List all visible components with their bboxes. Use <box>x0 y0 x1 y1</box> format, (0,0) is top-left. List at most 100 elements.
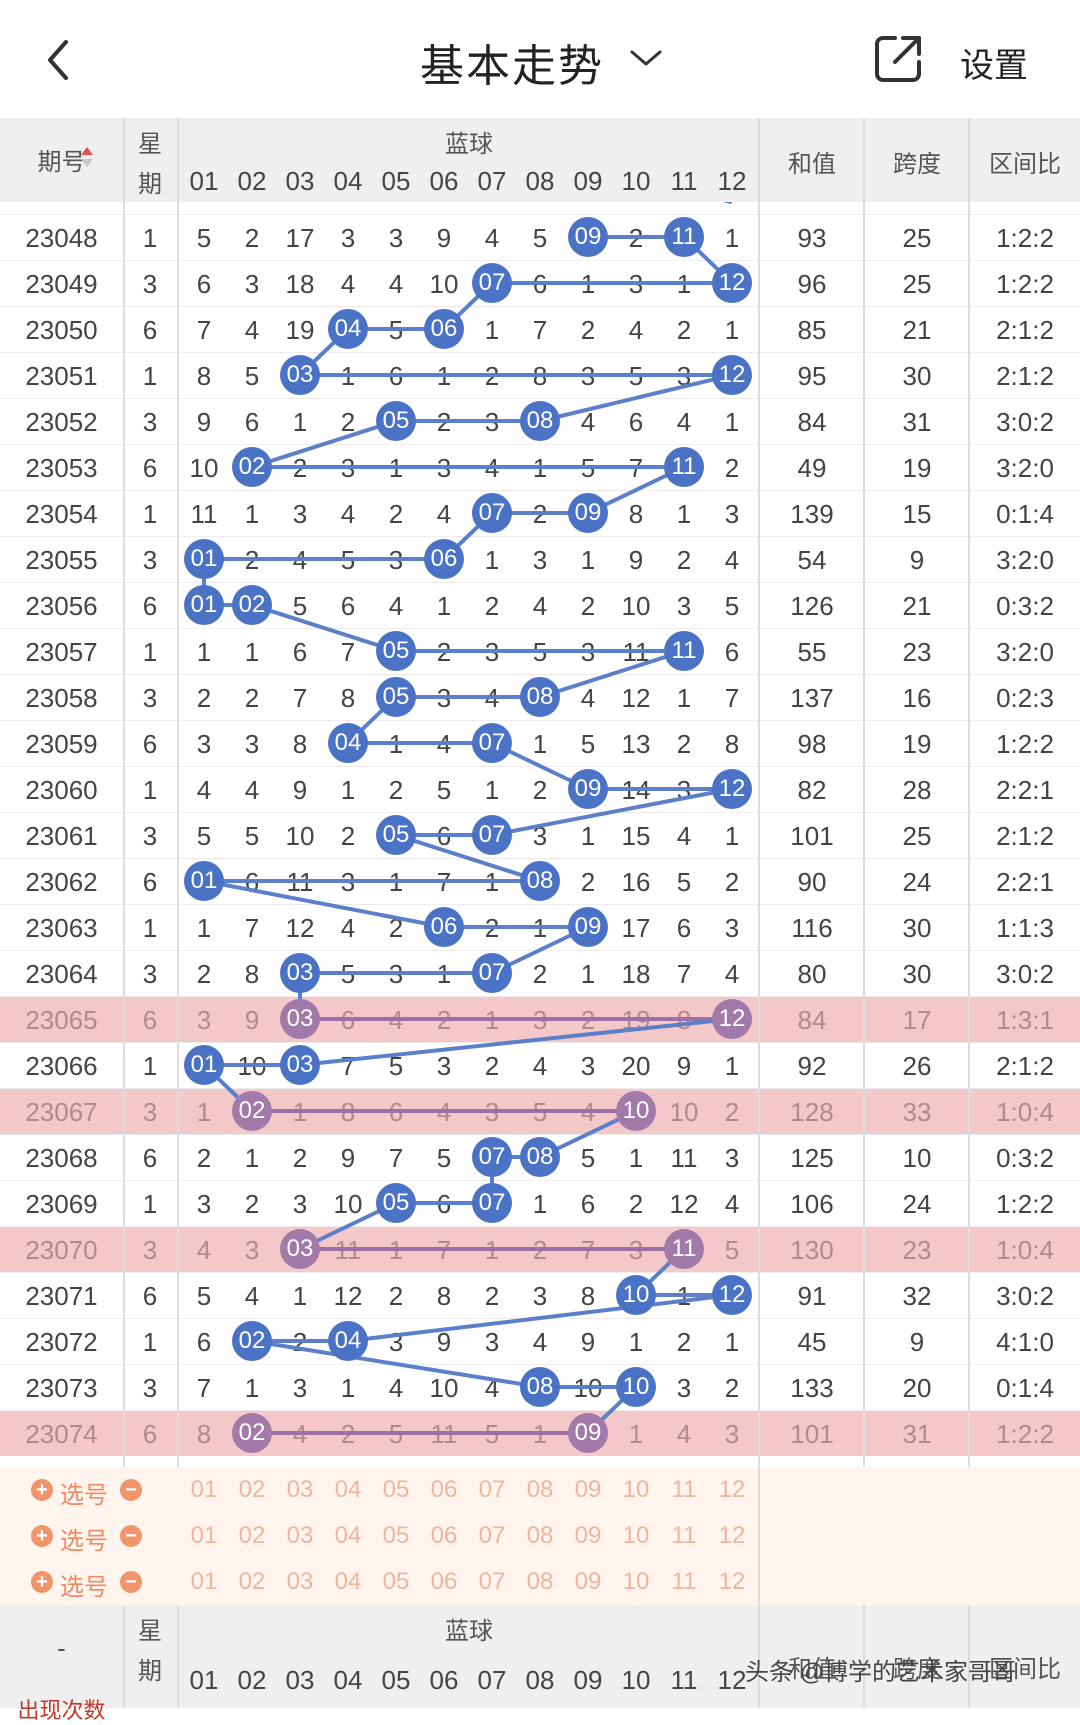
drawn-ball[interactable]: 07 <box>472 953 512 993</box>
drawn-ball[interactable]: 07 <box>472 263 512 303</box>
table-row[interactable]: 23058322783441217137160:2:3 <box>0 674 1080 720</box>
drawn-ball[interactable]: 02 <box>232 447 272 487</box>
pick-number[interactable]: 11 <box>671 1522 697 1549</box>
page-title[interactable]: 基本走势 <box>420 42 604 91</box>
drawn-ball[interactable]: 05 <box>376 1183 416 1223</box>
drawn-ball[interactable]: 02 <box>232 1091 272 1131</box>
drawn-ball[interactable]: 09 <box>568 769 608 809</box>
drawn-ball[interactable]: 01 <box>184 1045 224 1085</box>
drawn-ball[interactable]: 05 <box>376 677 416 717</box>
remove-pick-icon[interactable]: − <box>120 1525 142 1547</box>
drawn-ball[interactable]: 12 <box>712 999 752 1039</box>
back-arrow-icon[interactable] <box>40 36 80 84</box>
add-pick-icon[interactable]: + <box>31 1525 53 1547</box>
pick-number[interactable]: 03 <box>286 1476 314 1503</box>
pick-number[interactable]: 06 <box>430 1568 458 1595</box>
drawn-ball[interactable]: 07 <box>472 493 512 533</box>
pick-label[interactable]: 选号 <box>60 1528 108 1555</box>
table-row[interactable]: 23068 6 2 1 2 9 7 5 5 1 11 3 125 10 0:3:2 <box>0 1134 1080 1180</box>
drawn-ball[interactable]: 08 <box>520 1367 560 1407</box>
pick-number[interactable]: 03 <box>286 1522 314 1549</box>
pick-number[interactable]: 12 <box>718 1476 746 1503</box>
pick-number[interactable]: 10 <box>622 1568 650 1595</box>
drawn-ball[interactable]: 08 <box>520 401 560 441</box>
pick-number[interactable]: 03 <box>286 1568 314 1595</box>
pick-number[interactable]: 02 <box>238 1522 266 1549</box>
pick-label[interactable]: 选号 <box>60 1574 108 1601</box>
drawn-ball[interactable]: 01 <box>184 585 224 625</box>
remove-pick-icon[interactable]: − <box>120 1479 142 1501</box>
drawn-ball[interactable]: 07 <box>472 723 512 763</box>
drawn-ball[interactable]: 03 <box>280 999 320 1039</box>
drawn-ball[interactable]: 04 <box>328 1321 368 1361</box>
table-row[interactable]: 23055324531319245493:2:0 <box>0 536 1080 582</box>
pick-number[interactable]: 04 <box>334 1522 362 1549</box>
drawn-ball[interactable]: 09 <box>568 217 608 257</box>
drawn-ball[interactable]: 02 <box>232 1321 272 1361</box>
drawn-ball[interactable]: 02 <box>232 585 272 625</box>
pick-number[interactable]: 09 <box>574 1476 602 1503</box>
pick-number[interactable]: 05 <box>382 1568 410 1595</box>
drawn-ball[interactable]: 01 <box>184 539 224 579</box>
sort-icon[interactable] <box>80 146 94 168</box>
drawn-ball[interactable]: 08 <box>520 1137 560 1177</box>
drawn-ball[interactable]: 01 <box>184 861 224 901</box>
pick-number[interactable]: 08 <box>526 1522 554 1549</box>
pick-number[interactable]: 04 <box>334 1568 362 1595</box>
table-row[interactable]: 23049363184410613196251:2:2 <box>0 260 1080 306</box>
drawn-ball[interactable]: 06 <box>424 539 464 579</box>
period-header[interactable]: 期号 <box>0 142 123 177</box>
table-row[interactable]: 2305963381415132898191:2:2 <box>0 720 1080 766</box>
pick-number[interactable]: 11 <box>671 1568 697 1595</box>
drawn-ball[interactable]: 10 <box>616 1091 656 1131</box>
table-row[interactable]: 230691323106162124106241:2:2 <box>0 1180 1080 1226</box>
pick-number[interactable]: 10 <box>622 1522 650 1549</box>
pick-number[interactable]: 07 <box>478 1476 506 1503</box>
drawn-ball[interactable]: 05 <box>376 401 416 441</box>
drawn-ball[interactable]: 07 <box>472 1183 512 1223</box>
pick-number[interactable]: 11 <box>671 1476 697 1503</box>
table-row[interactable]: 23056 6 5 6 4 1 2 4 2 10 3 5 126 21 0:3:2 <box>0 582 1080 628</box>
share-icon[interactable] <box>873 32 925 84</box>
drawn-ball[interactable]: 02 <box>232 1413 272 1453</box>
add-pick-icon[interactable]: + <box>31 1479 53 1501</box>
drawn-ball[interactable]: 07 <box>472 1137 512 1177</box>
pick-number[interactable]: 08 <box>526 1568 554 1595</box>
add-pick-icon[interactable]: + <box>31 1571 53 1593</box>
pick-number[interactable]: 01 <box>190 1568 218 1595</box>
drawn-ball[interactable]: 10 <box>616 1367 656 1407</box>
pick-number[interactable]: 10 <box>622 1476 650 1503</box>
trend-table[interactable]: 23047842:2:12304815217339452193251:2:223… <box>0 202 1080 1467</box>
table-row[interactable]: 2307165411228238191323:0:2 <box>0 1272 1080 1318</box>
drawn-ball[interactable]: 04 <box>328 723 368 763</box>
drawn-ball[interactable]: 08 <box>520 677 560 717</box>
drawn-ball[interactable]: 12 <box>712 1275 752 1315</box>
pick-number[interactable]: 09 <box>574 1522 602 1549</box>
pick-number[interactable]: 08 <box>526 1476 554 1503</box>
drawn-ball[interactable]: 06 <box>424 907 464 947</box>
pick-number[interactable]: 05 <box>382 1476 410 1503</box>
pick-label[interactable]: 选号 <box>60 1482 108 1509</box>
drawn-ball[interactable]: 03 <box>280 355 320 395</box>
pick-number[interactable]: 07 <box>478 1522 506 1549</box>
pick-number[interactable]: 01 <box>190 1476 218 1503</box>
drawn-ball[interactable]: 06 <box>424 309 464 349</box>
table-row[interactable]: 2304815217339452193251:2:2 <box>0 214 1080 260</box>
drawn-ball[interactable]: 03 <box>280 1045 320 1085</box>
drawn-ball[interactable]: 09 <box>568 907 608 947</box>
drawn-ball[interactable]: 12 <box>712 263 752 303</box>
pick-number[interactable]: 12 <box>718 1522 746 1549</box>
drawn-ball[interactable]: 11 <box>664 447 704 487</box>
drawn-ball[interactable]: 12 <box>712 355 752 395</box>
table-row[interactable]: 2305711167235311655233:2:0 <box>0 628 1080 674</box>
drawn-ball[interactable]: 08 <box>520 861 560 901</box>
drawn-ball[interactable]: 10 <box>616 1275 656 1315</box>
pick-number[interactable]: 04 <box>334 1476 362 1503</box>
table-row[interactable]: 23054111134242813139150:1:4 <box>0 490 1080 536</box>
drawn-ball[interactable]: 11 <box>664 631 704 671</box>
drawn-ball[interactable]: 03 <box>280 1229 320 1269</box>
pick-number[interactable]: 02 <box>238 1568 266 1595</box>
pick-number[interactable]: 05 <box>382 1522 410 1549</box>
pick-number[interactable]: 09 <box>574 1568 602 1595</box>
pick-number[interactable]: 01 <box>190 1522 218 1549</box>
